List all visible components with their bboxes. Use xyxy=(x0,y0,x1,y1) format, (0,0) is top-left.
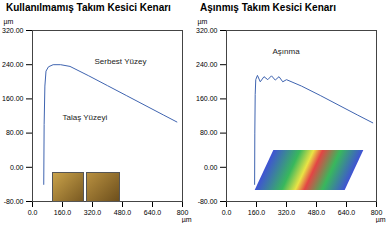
svg-text:-80.00: -80.00 xyxy=(198,198,218,205)
svg-text:480.0: 480.0 xyxy=(308,209,326,216)
html-text:Kullanılmamış Takım Kesici Ken: Kullanılmamış Takım Kesici Kenarı xyxy=(6,2,171,13)
svg-text:160.00: 160.00 xyxy=(2,95,24,102)
svg-text:80.00: 80.00 xyxy=(200,129,218,136)
svg-text:320.0: 320.0 xyxy=(278,209,296,216)
svg-text:0.0: 0.0 xyxy=(28,209,38,216)
svg-text:240.00: 240.00 xyxy=(196,61,218,68)
svg-text:0.00: 0.00 xyxy=(204,164,218,171)
svg-text:160.0: 160.0 xyxy=(248,209,266,216)
svg-text:640.0: 640.0 xyxy=(144,209,162,216)
svg-text:Serbest Yüzey: Serbest Yüzey xyxy=(95,57,147,66)
svg-text:320.0: 320.0 xyxy=(84,209,102,216)
svg-text:800: 800 xyxy=(370,209,383,217)
svg-text:-80.00: -80.00 xyxy=(4,198,24,205)
svg-text:480.0: 480.0 xyxy=(114,209,132,216)
svg-text:160.0: 160.0 xyxy=(54,209,72,216)
svg-text:160.00: 160.00 xyxy=(196,95,218,102)
svg-text:0.00: 0.00 xyxy=(10,164,24,171)
svg-text:0.0: 0.0 xyxy=(222,209,232,216)
svg-text:µm: µm xyxy=(182,216,192,224)
svg-text:800: 800 xyxy=(176,209,189,217)
svg-text:Aşınma: Aşınma xyxy=(273,47,301,56)
svg-text:320.00: 320.00 xyxy=(196,27,218,34)
svg-text:640.0: 640.0 xyxy=(338,209,356,216)
svg-text:Talaş Yüzeyi: Talaş Yüzeyi xyxy=(63,113,108,122)
svg-text:µm: µm xyxy=(198,18,208,26)
svg-text:320.00: 320.00 xyxy=(2,27,24,34)
svg-text:µm: µm xyxy=(376,216,386,224)
svg-text:240.00: 240.00 xyxy=(2,61,24,68)
svg-text:µm: µm xyxy=(4,18,14,26)
html-text:Aşınmış Takım Kesici Kenarı: Aşınmış Takım Kesici Kenarı xyxy=(200,2,336,13)
svg-text:80.00: 80.00 xyxy=(6,129,24,136)
